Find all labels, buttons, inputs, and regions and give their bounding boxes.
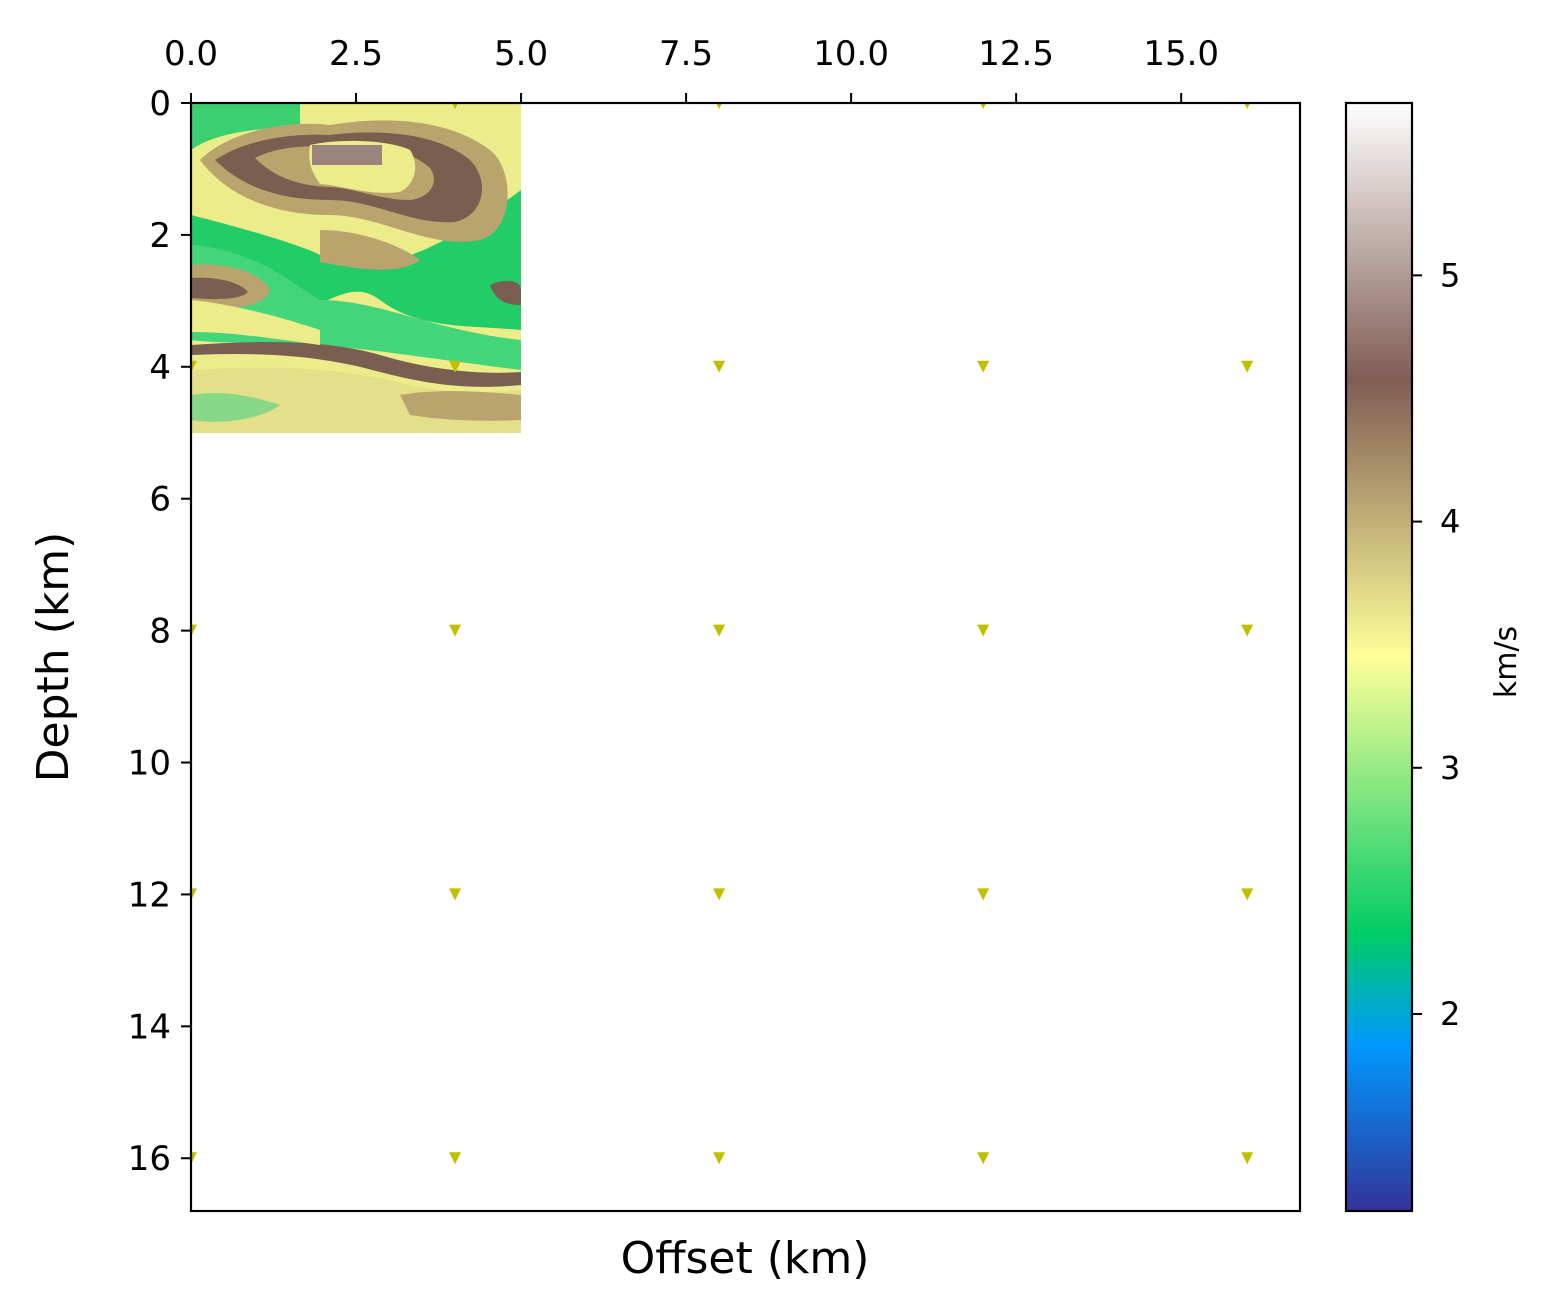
y-tick-label: 14	[128, 1007, 171, 1047]
colorbar-ticks: 2 3 4 5	[1412, 256, 1460, 1033]
x-tick-label: 2.5	[329, 34, 383, 74]
receiver-marker	[977, 360, 990, 373]
receiver-marker	[191, 888, 197, 901]
receiver-marker	[452, 103, 459, 109]
receiver-marker	[977, 624, 990, 637]
colorbar-tick-label: 2	[1440, 995, 1460, 1033]
receiver-marker	[1241, 360, 1254, 373]
receiver-marker	[449, 888, 462, 901]
receiver-marker	[449, 1152, 462, 1165]
receiver-marker	[713, 1152, 726, 1165]
y-tick-label: 8	[149, 612, 171, 652]
colorbar-tick-label: 4	[1440, 503, 1460, 541]
receiver-marker	[713, 888, 726, 901]
velocity-model-image	[191, 103, 521, 433]
receiver-markers	[191, 103, 1254, 1165]
y-tick-label: 4	[149, 348, 171, 388]
colorbar-tick-label: 3	[1440, 749, 1460, 787]
receiver-marker	[1241, 1152, 1254, 1165]
receiver-marker	[977, 1152, 990, 1165]
colorbar-gradient	[1344, 101, 1414, 1213]
x-tick-label: 5.0	[494, 34, 548, 74]
x-axis-ticks: 0.0 2.5 5.0 7.5 10.0 12.5 15.0	[164, 34, 1219, 103]
x-tick-label: 0.0	[164, 34, 218, 74]
x-tick-label: 15.0	[1143, 34, 1219, 74]
receiver-marker	[449, 360, 462, 373]
y-tick-label: 0	[149, 84, 171, 124]
colorbar: 2 3 4 5 km/s	[1344, 101, 1524, 1213]
y-tick-label: 6	[149, 480, 171, 520]
receiver-marker	[449, 624, 462, 637]
receiver-marker	[713, 624, 726, 637]
y-tick-label: 16	[128, 1139, 171, 1179]
receiver-marker	[713, 360, 726, 373]
y-axis-ticks: 0 2 4 6 8 10 12 14 16	[128, 84, 191, 1179]
receiver-marker	[1241, 888, 1254, 901]
receiver-marker	[980, 103, 987, 109]
receiver-marker	[977, 888, 990, 901]
x-axis-label: Offset (km)	[621, 1233, 870, 1284]
receiver-marker	[191, 360, 197, 373]
y-axis-label: Depth (km)	[28, 532, 79, 783]
plot-frame	[189, 101, 1302, 1213]
x-tick-label: 12.5	[978, 34, 1054, 74]
y-tick-label: 12	[128, 875, 171, 915]
colorbar-label: km/s	[1489, 626, 1524, 698]
receiver-marker	[191, 1152, 197, 1165]
x-tick-label: 10.0	[813, 34, 889, 74]
y-tick-label: 2	[149, 216, 171, 256]
receiver-marker	[1241, 624, 1254, 637]
x-tick-label: 7.5	[659, 34, 713, 74]
y-tick-label: 10	[128, 744, 171, 784]
receiver-marker	[191, 624, 197, 637]
receiver-marker	[716, 103, 723, 109]
receiver-marker	[1244, 103, 1251, 109]
colorbar-tick-label: 5	[1440, 256, 1460, 294]
